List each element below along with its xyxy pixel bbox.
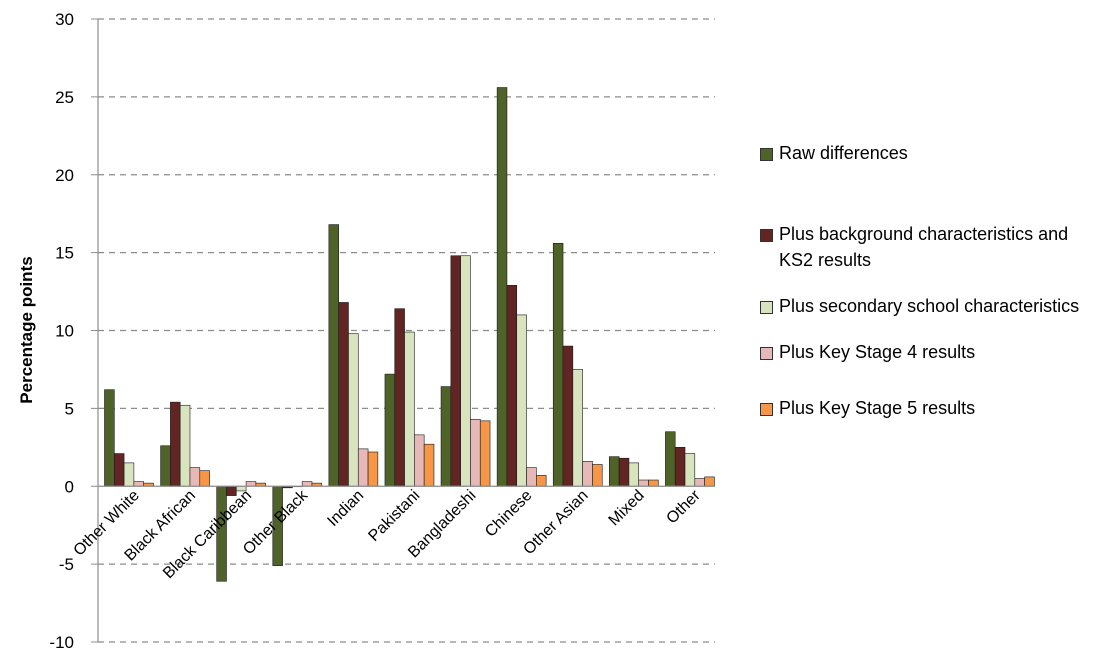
y-tick-label: 0 (65, 477, 74, 496)
bars (104, 87, 715, 582)
legend-swatch (760, 301, 773, 314)
bar (694, 478, 705, 487)
bar (348, 333, 359, 487)
bar (133, 481, 144, 487)
bar (440, 386, 452, 487)
bar (674, 447, 686, 487)
bar (516, 314, 527, 487)
legend-label: Raw differences (779, 143, 908, 163)
y-tick-label: 10 (55, 322, 74, 341)
y-tick-label: 30 (55, 10, 74, 29)
x-tick-label: Chinese (482, 487, 536, 541)
bar (414, 434, 425, 487)
y-tick-label: -10 (49, 633, 74, 650)
bar (638, 479, 649, 487)
bar (189, 467, 201, 487)
bar (170, 401, 181, 487)
bar (562, 345, 574, 487)
y-axis-label: Percentage points (17, 256, 36, 403)
bar (470, 418, 481, 487)
bar (404, 331, 415, 487)
bar (367, 451, 379, 487)
legend-swatch (760, 347, 773, 360)
legend-item: Raw differences (760, 140, 1105, 166)
x-tick-label: Mixed (606, 487, 648, 529)
legend-label: Plus background characteristics and KS2 … (779, 224, 1069, 270)
x-tick-label: Pakistani (365, 487, 423, 545)
bar (384, 373, 396, 487)
y-tick-labels: -10 -5 0 5 10 15 20 25 30 (49, 10, 74, 650)
legend-swatch (760, 148, 773, 161)
bar (479, 420, 491, 487)
x-tick-label: Other (663, 487, 704, 528)
y-tick-label: -5 (59, 555, 74, 574)
bar (592, 464, 603, 487)
bar (160, 445, 171, 487)
bar (114, 453, 125, 487)
bar (704, 476, 715, 487)
y-tick-label: 25 (55, 88, 74, 107)
bar (328, 224, 339, 487)
legend-label: Plus secondary school characteristics (779, 296, 1080, 316)
y-tick-label: 20 (55, 166, 74, 185)
bar (665, 431, 676, 487)
bar (423, 443, 435, 487)
bar (301, 481, 313, 487)
bar (123, 462, 135, 487)
bar (609, 456, 620, 487)
legend-item: Plus background characteristics and KS2 … (760, 221, 1105, 273)
legend-label: Plus Key Stage 5 results (779, 398, 976, 418)
gridlines (91, 18, 715, 643)
legend-item: Plus Key Stage 4 results (760, 339, 1105, 365)
bar (582, 461, 593, 487)
axes (97, 19, 715, 642)
bar (648, 479, 659, 487)
bar (104, 389, 115, 487)
bar (618, 457, 630, 487)
bar (684, 453, 696, 487)
legend: Raw differences Plus background character… (760, 140, 1105, 421)
bar (199, 470, 210, 487)
legend-label: Plus Key Stage 4 results (779, 342, 976, 362)
legend-item: Plus secondary school characteristics (760, 293, 1105, 319)
legend-item: Plus Key Stage 5 results (760, 395, 1105, 421)
bar (536, 475, 547, 487)
y-tick-label: 5 (65, 399, 74, 418)
bar (506, 285, 518, 487)
bar (338, 302, 349, 487)
bar (460, 255, 471, 487)
legend-swatch (760, 403, 773, 416)
y-tick-label: 15 (55, 244, 74, 263)
bar (526, 467, 537, 487)
bar (572, 369, 583, 487)
bar (245, 481, 257, 487)
bar (450, 255, 461, 487)
legend-swatch (760, 229, 773, 242)
bar (496, 87, 508, 487)
x-tick-label: Indian (324, 487, 367, 530)
bar (628, 462, 640, 487)
bar (394, 308, 405, 487)
bar (179, 404, 191, 487)
bar (357, 448, 369, 487)
bar (552, 242, 564, 487)
